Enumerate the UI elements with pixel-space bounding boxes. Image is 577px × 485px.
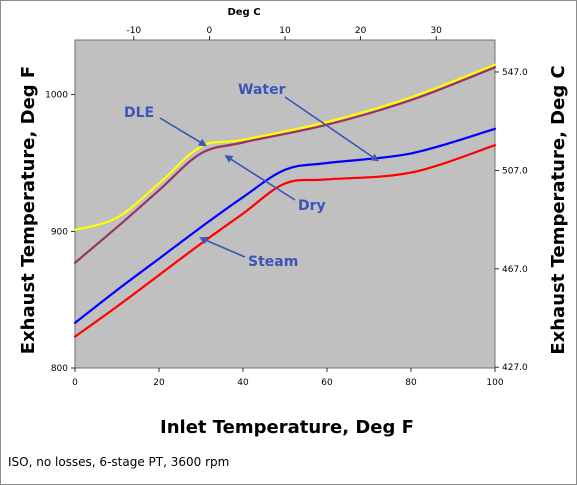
y2-tick-label: 507.0 <box>502 166 528 176</box>
x2-tick-label: 0 <box>207 26 213 36</box>
annotation-label-dry: Dry <box>298 198 326 214</box>
y2-tick-label: 547.0 <box>502 68 528 78</box>
series-line-dle <box>73 63 497 232</box>
annotation-arrow-dle <box>159 117 207 147</box>
x-axis-ticks: 0 20 40 60 80 100 <box>72 368 504 388</box>
series-line-steam <box>73 144 497 338</box>
x2-tick-label: -10 <box>126 26 141 36</box>
annotation-layer: Water DLE Dry Steam <box>124 82 380 270</box>
annotation-label-steam: Steam <box>248 254 298 270</box>
y-axis-ticks: 800 900 1000 <box>45 91 75 374</box>
y-tick-label: 1000 <box>45 91 68 101</box>
x-axis-title: Inlet Temperature, Deg F <box>160 417 414 438</box>
y2-tick-label: 427.0 <box>502 363 528 373</box>
x2-axis-ticks: -10 0 10 20 30 <box>126 26 442 40</box>
annotation-label-dle: DLE <box>124 105 154 121</box>
x2-tick-label: 20 <box>355 26 367 36</box>
x-tick-label: 0 <box>72 378 78 388</box>
y2-axis-ticks: 427.0 467.0 507.0 547.0 <box>495 68 528 373</box>
x2-tick-label: 10 <box>279 26 291 36</box>
footnote: ISO, no losses, 6-stage PT, 3600 rpm <box>8 455 230 469</box>
y-tick-label: 800 <box>51 364 68 374</box>
annotation-arrow-water <box>284 96 380 162</box>
x2-tick-label: 30 <box>430 26 442 36</box>
x-tick-label: 80 <box>405 378 417 388</box>
x2-axis-title: Deg C <box>227 7 260 18</box>
series-line-water <box>73 127 497 324</box>
x-tick-label: 20 <box>153 378 165 388</box>
y2-tick-label: 467.0 <box>502 265 528 275</box>
x-tick-label: 40 <box>237 378 249 388</box>
annotation-arrow-steam <box>199 236 246 258</box>
annotation-arrow-dry <box>224 155 296 201</box>
annotation-label-water: Water <box>238 82 286 98</box>
x-tick-label: 100 <box>486 378 503 388</box>
series-layer <box>73 63 497 338</box>
y2-axis-title: Exhaust Temperature, Deg C <box>548 65 569 354</box>
y-tick-label: 900 <box>51 227 68 237</box>
x-tick-label: 60 <box>321 378 333 388</box>
series-line-dry <box>73 66 497 264</box>
y-axis-title: Exhaust Temperature, Deg F <box>18 66 39 354</box>
